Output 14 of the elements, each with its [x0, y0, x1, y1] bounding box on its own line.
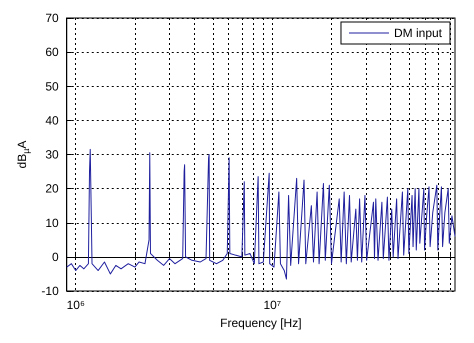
x-tick-label: 10⁶	[66, 298, 85, 312]
y-tick-label: 0	[52, 250, 60, 264]
y-tick-label: 20	[45, 182, 60, 196]
y-tick-label: 50	[45, 79, 60, 94]
x-axis-title: Frequency [Hz]	[220, 316, 302, 330]
y-tick-label: 10	[45, 216, 60, 230]
y-tick-label: 70	[45, 11, 60, 25]
legend-label: DM input	[394, 26, 443, 40]
x-tick-label: 10⁷	[263, 298, 282, 312]
y-tick-label: -10	[41, 284, 60, 298]
y-tick-label: 40	[45, 113, 60, 128]
y-tick-label: 60	[45, 45, 60, 60]
y-axis-title: dBµA	[15, 140, 31, 168]
y-tick-label: 30	[45, 148, 60, 162]
